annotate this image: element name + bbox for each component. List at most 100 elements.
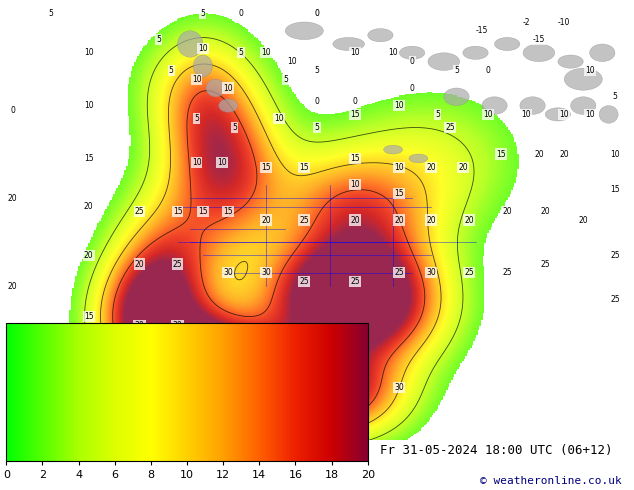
Text: 0: 0	[238, 9, 243, 18]
Text: 20: 20	[464, 216, 474, 224]
Text: 15: 15	[223, 207, 233, 216]
Text: 20: 20	[540, 207, 550, 216]
Ellipse shape	[482, 97, 507, 114]
Ellipse shape	[599, 106, 618, 123]
Text: 15: 15	[84, 312, 94, 321]
Text: Temperature 2m Spread mean+σ [°C] ECMWF: Temperature 2m Spread mean+σ [°C] ECMWF	[6, 444, 299, 457]
Ellipse shape	[206, 79, 225, 97]
Text: 5: 5	[156, 35, 161, 44]
Text: 0: 0	[486, 66, 491, 75]
Text: 10: 10	[483, 110, 493, 119]
Text: 25: 25	[350, 277, 360, 286]
Ellipse shape	[444, 88, 469, 106]
Ellipse shape	[193, 55, 212, 77]
Text: -15: -15	[476, 26, 488, 35]
Text: 25: 25	[299, 347, 309, 357]
Text: 5: 5	[238, 49, 243, 57]
Text: 10: 10	[191, 158, 202, 167]
Ellipse shape	[178, 31, 203, 57]
Text: -15: -15	[533, 35, 545, 44]
Text: 10: 10	[350, 49, 360, 57]
Text: 30: 30	[172, 383, 183, 392]
Ellipse shape	[219, 99, 238, 112]
Text: 25: 25	[445, 123, 455, 132]
Ellipse shape	[545, 108, 571, 121]
Text: 10: 10	[84, 49, 94, 57]
Text: Fr 31-05-2024 18:00 UTC (06+12): Fr 31-05-2024 18:00 UTC (06+12)	[380, 444, 613, 457]
Text: 10: 10	[217, 158, 227, 167]
Text: -10: -10	[558, 18, 571, 26]
Text: 30: 30	[394, 383, 404, 392]
Text: 35: 35	[350, 392, 360, 400]
Text: 10: 10	[287, 57, 297, 66]
Text: 15: 15	[261, 163, 271, 172]
Text: 0: 0	[10, 105, 15, 115]
Text: 15: 15	[394, 189, 404, 198]
Text: 20: 20	[559, 149, 569, 158]
Text: 5: 5	[435, 110, 440, 119]
Text: 10: 10	[394, 101, 404, 110]
Text: 20: 20	[534, 149, 544, 158]
Text: 15: 15	[350, 110, 360, 119]
Text: 20: 20	[458, 163, 468, 172]
Text: 25: 25	[610, 294, 620, 304]
Text: 20: 20	[578, 216, 588, 224]
Text: 25: 25	[540, 260, 550, 269]
Text: 5: 5	[194, 114, 199, 123]
Text: 5: 5	[454, 66, 459, 75]
Text: 25: 25	[172, 260, 183, 269]
Text: 30: 30	[172, 321, 183, 330]
Text: 10: 10	[521, 110, 531, 119]
Text: 15: 15	[299, 163, 309, 172]
Text: -2: -2	[522, 18, 530, 26]
Ellipse shape	[285, 22, 323, 40]
Text: 10: 10	[84, 101, 94, 110]
Ellipse shape	[399, 46, 425, 59]
Text: 5: 5	[48, 9, 53, 18]
Text: 10: 10	[585, 66, 595, 75]
Text: 0: 0	[410, 83, 415, 93]
Text: 10: 10	[274, 114, 284, 123]
Ellipse shape	[333, 37, 365, 50]
Ellipse shape	[409, 154, 428, 163]
Text: 10: 10	[559, 110, 569, 119]
Text: 20: 20	[502, 207, 512, 216]
Text: 20: 20	[8, 194, 18, 202]
Ellipse shape	[558, 55, 583, 68]
Text: 5: 5	[169, 66, 174, 75]
Text: 15: 15	[172, 207, 183, 216]
Ellipse shape	[520, 97, 545, 114]
Ellipse shape	[523, 44, 555, 62]
Text: 15: 15	[496, 149, 506, 158]
Text: 20: 20	[261, 216, 271, 224]
Text: 0: 0	[353, 97, 358, 106]
Text: 10: 10	[350, 180, 360, 189]
Text: 5: 5	[232, 123, 237, 132]
Text: 10: 10	[223, 83, 233, 93]
Text: 15: 15	[610, 185, 620, 194]
Text: 25: 25	[299, 277, 309, 286]
Text: 10: 10	[394, 163, 404, 172]
Text: 10: 10	[198, 44, 208, 53]
Text: 20: 20	[350, 216, 360, 224]
Text: 25: 25	[464, 269, 474, 277]
Ellipse shape	[571, 97, 596, 114]
Text: 25: 25	[394, 269, 404, 277]
Text: 10: 10	[388, 49, 398, 57]
Text: 20: 20	[84, 202, 94, 211]
Text: 20: 20	[426, 163, 436, 172]
Text: © weatheronline.co.uk: © weatheronline.co.uk	[479, 476, 621, 486]
Text: 25: 25	[299, 216, 309, 224]
Text: 35: 35	[134, 374, 145, 383]
Text: 5: 5	[283, 74, 288, 84]
Text: 20: 20	[426, 216, 436, 224]
Text: 10: 10	[585, 110, 595, 119]
Ellipse shape	[590, 44, 615, 62]
Text: 5: 5	[200, 9, 205, 18]
Text: 25: 25	[261, 339, 271, 348]
Text: 30: 30	[223, 269, 233, 277]
Ellipse shape	[384, 145, 403, 154]
Text: 10: 10	[191, 74, 202, 84]
Text: 20: 20	[394, 216, 404, 224]
Text: 30: 30	[261, 269, 271, 277]
